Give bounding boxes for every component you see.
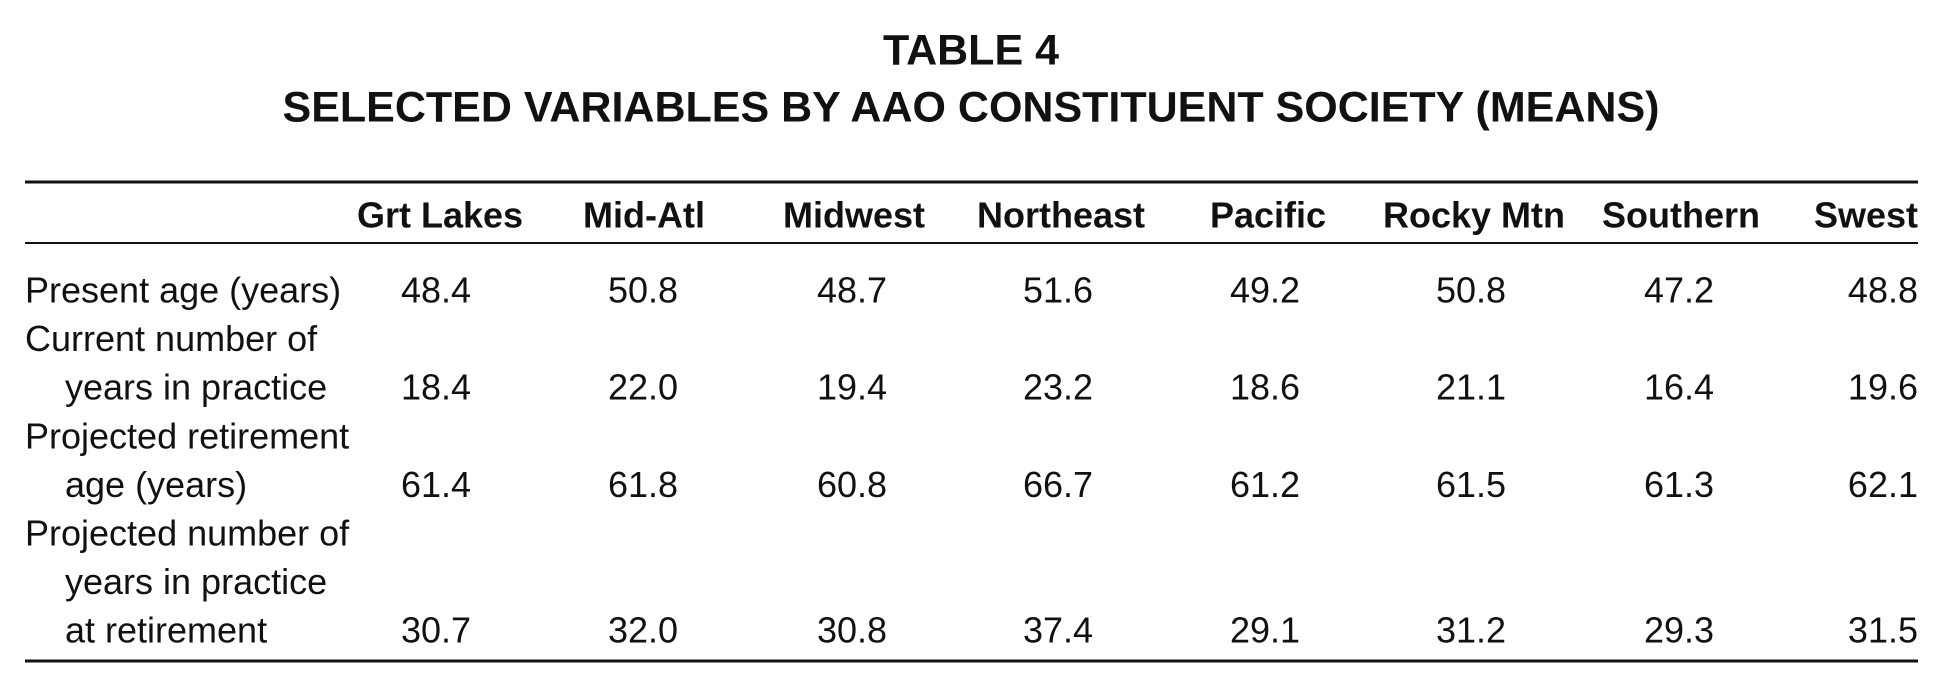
cell-value: 61.3 [1644,464,1714,505]
row-label: Projected retirement [25,415,349,456]
column-header: Grt Lakes [357,195,523,236]
cell-value: 62.1 [1848,464,1918,505]
cell-value: 47.2 [1644,270,1714,311]
cell-value: 19.6 [1848,367,1918,408]
cell-value: 16.4 [1644,367,1714,408]
column-header: Swest [1814,195,1918,236]
row-label: Current number of [25,318,318,359]
column-header: Midwest [783,195,925,236]
cell-value: 30.7 [401,610,471,651]
table-subtitle: SELECTED VARIABLES BY AAO CONSTITUENT SO… [283,83,1660,131]
row-label: years in practice [65,561,327,602]
cell-value: 18.6 [1230,367,1300,408]
cell-value: 48.4 [401,270,471,311]
cell-value: 51.6 [1023,270,1093,311]
column-header: Mid-Atl [583,195,705,236]
cell-value: 50.8 [1436,270,1506,311]
cell-value: 21.1 [1436,367,1506,408]
table-title: TABLE 4 [883,26,1059,74]
column-header: Rocky Mtn [1383,195,1565,236]
cell-value: 48.7 [817,270,887,311]
cell-value: 22.0 [608,367,678,408]
cell-value: 49.2 [1230,270,1300,311]
cell-value: 30.8 [817,610,887,651]
column-header: Southern [1602,195,1760,236]
cell-value: 37.4 [1023,610,1093,651]
row-label: Projected number of [25,513,350,554]
cell-value: 23.2 [1023,367,1093,408]
cell-value: 19.4 [817,367,887,408]
cell-value: 29.3 [1644,610,1714,651]
cell-value: 29.1 [1230,610,1300,651]
row-label: years in practice [65,367,327,408]
cell-value: 31.5 [1848,610,1918,651]
row-label: at retirement [65,610,267,651]
cell-value: 18.4 [401,367,471,408]
cell-value: 60.8 [817,464,887,505]
cell-value: 31.2 [1436,610,1506,651]
cell-value: 66.7 [1023,464,1093,505]
cell-value: 32.0 [608,610,678,651]
row-label: Present age (years) [25,270,341,311]
column-header: Pacific [1210,195,1326,236]
cell-value: 50.8 [608,270,678,311]
cell-value: 48.8 [1848,270,1918,311]
cell-value: 61.5 [1436,464,1506,505]
column-header: Northeast [977,195,1145,236]
cell-value: 61.2 [1230,464,1300,505]
cell-value: 61.4 [401,464,471,505]
cell-value: 61.8 [608,464,678,505]
row-label: age (years) [65,464,247,505]
